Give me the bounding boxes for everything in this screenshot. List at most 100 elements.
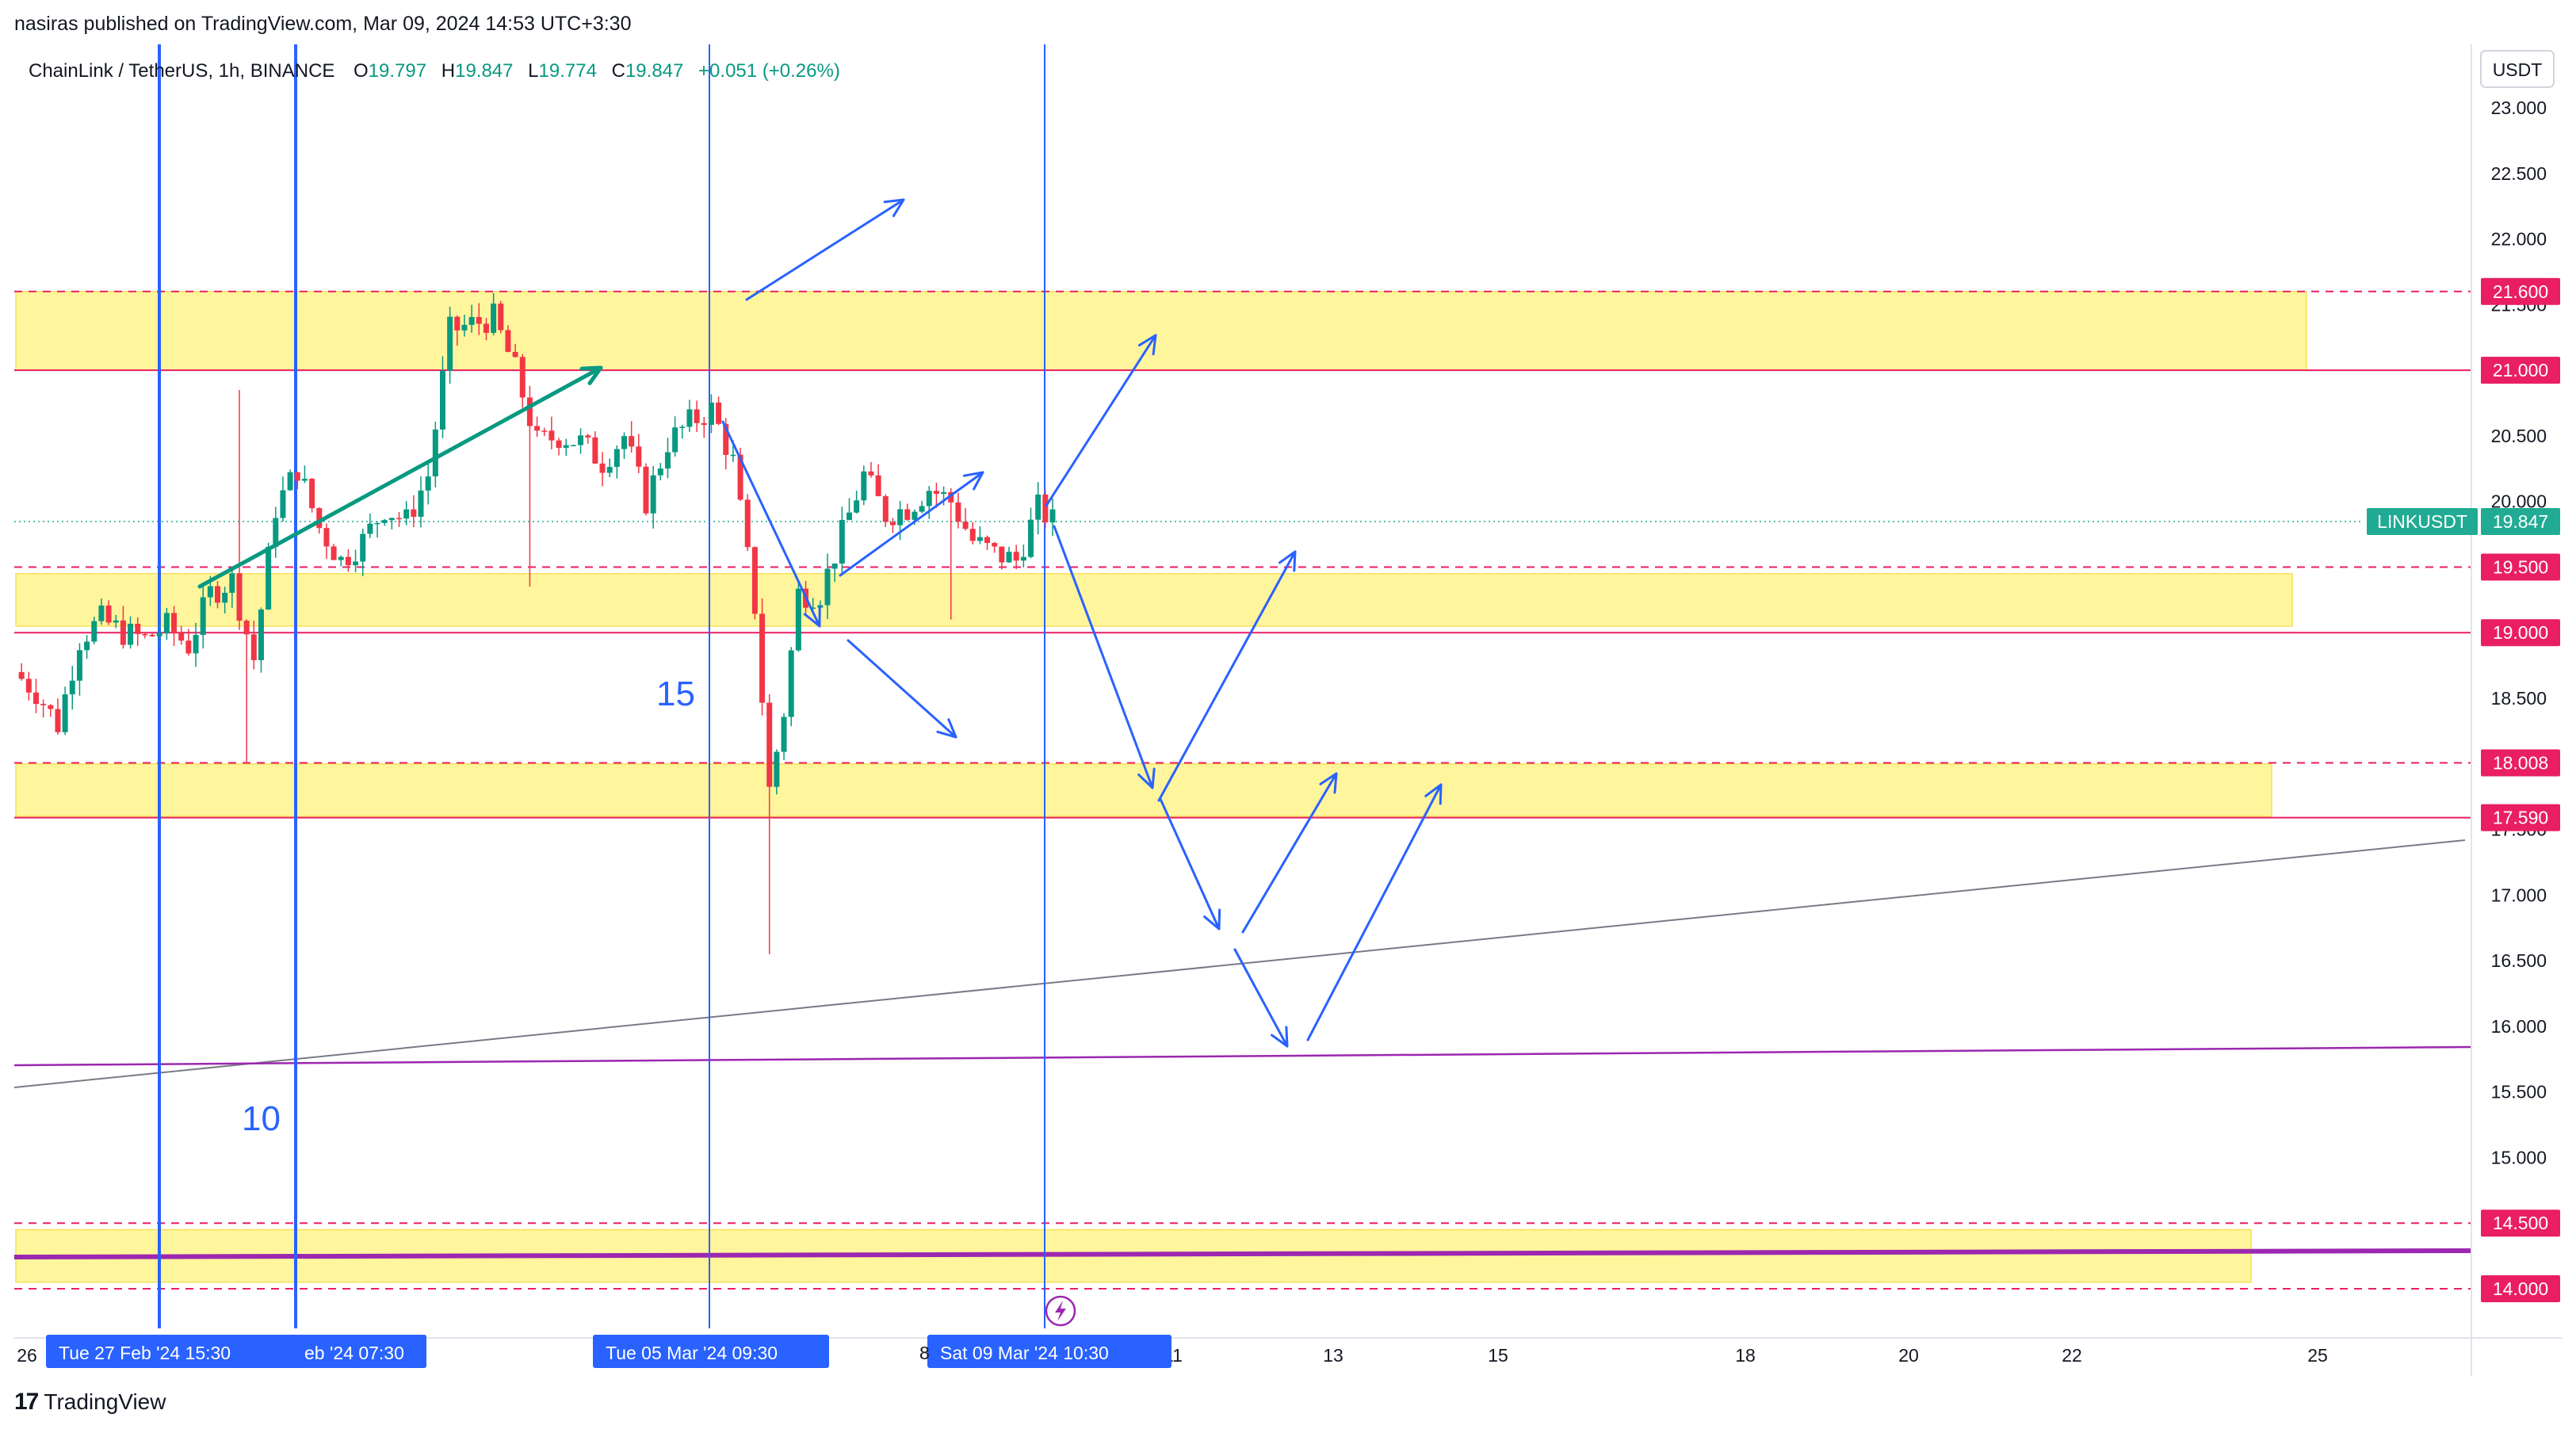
time-tick-25: 25: [2307, 1345, 2328, 1366]
arrow-down-right[interactable]: [847, 639, 957, 739]
chart-annotations: 15 10: [242, 674, 695, 1138]
price-tick-label: 22.500: [2491, 163, 2547, 184]
arrow-down-18[interactable]: [1053, 525, 1156, 789]
candle-body: [679, 426, 686, 429]
candle-body: [84, 641, 90, 651]
candle-body: [643, 466, 649, 514]
candle: [388, 518, 395, 530]
candle-body: [280, 490, 286, 518]
arrow-up-resistance-segment: [1045, 334, 1157, 507]
purple-bold-line[interactable]: [14, 1248, 2472, 1259]
ohlc-open: 19.797: [369, 60, 426, 82]
candle-body: [889, 522, 896, 525]
candle: [331, 544, 337, 560]
arrow-up-18-b[interactable]: [1306, 783, 1443, 1041]
purple-trendline[interactable]: [14, 1045, 2472, 1067]
candle-body: [381, 520, 388, 523]
currency-label[interactable]: USDT: [2493, 59, 2543, 80]
time-highlight-bg-2: [593, 1335, 829, 1368]
candle-body: [1020, 556, 1026, 561]
candle-body: [933, 491, 939, 495]
candle: [403, 501, 410, 525]
price-label-bg: [2481, 357, 2560, 384]
candle: [941, 486, 947, 506]
candle-body: [403, 509, 410, 519]
candle-body: [120, 620, 126, 645]
candle: [396, 512, 403, 527]
candle: [541, 427, 548, 437]
arrow-up-18-a[interactable]: [1241, 772, 1338, 934]
arrow-rebound[interactable]: [839, 471, 984, 577]
candle: [904, 503, 911, 522]
candle: [156, 622, 162, 647]
ohlc-c-label: C: [612, 60, 625, 82]
candle-body: [592, 437, 598, 464]
candle-body: [425, 476, 431, 491]
candle: [556, 438, 562, 456]
candle: [483, 318, 489, 341]
chart-canvas[interactable]: 15 10 ChainLink / TetherUS, 1h, BINANCE …: [14, 44, 2562, 1376]
arrow-up-resistance[interactable]: [1045, 334, 1157, 507]
candle-body: [418, 490, 424, 518]
candle: [120, 606, 126, 649]
candle: [476, 303, 482, 335]
candle-body: [301, 479, 308, 481]
candle-body: [323, 528, 330, 547]
arrow-down-right-segment: [847, 639, 957, 739]
candle-body: [686, 409, 693, 427]
candle: [105, 600, 112, 625]
arrow-up-19-5[interactable]: [1157, 550, 1297, 802]
candle: [831, 563, 838, 583]
candle: [439, 356, 445, 438]
candle-body: [113, 620, 119, 623]
tradingview-logo[interactable]: 17 TradingView: [14, 1389, 166, 1416]
time-highlight-label-3: Sat 09 Mar '24 10:30: [940, 1343, 1109, 1363]
price-label-bg: [2481, 1209, 2560, 1237]
candle-body: [701, 422, 707, 425]
ohlc-l-label: L: [528, 60, 538, 82]
arrow-down-purple-segment: [1233, 948, 1289, 1048]
time-tick-20: 20: [1898, 1345, 1919, 1366]
time-highlight-label-2: Tue 05 Mar '24 09:30: [606, 1343, 778, 1363]
candle-body: [156, 632, 162, 636]
arrow-down-purple[interactable]: [1233, 948, 1289, 1048]
candle: [323, 523, 330, 560]
candle: [309, 478, 315, 513]
arrow-down-to-support[interactable]: [721, 420, 821, 628]
currency-button[interactable]: USDT: [2480, 50, 2555, 88]
last-price-symbol-bg: [2367, 507, 2478, 535]
candle-body: [751, 547, 758, 614]
candle-body: [984, 537, 991, 544]
candle-body: [629, 436, 635, 447]
gray-trendline[interactable]: [14, 839, 2466, 1088]
candle-body: [258, 609, 264, 660]
symbol-title: ChainLink / TetherUS, 1h, BINANCE: [29, 60, 334, 82]
candle: [657, 463, 663, 481]
candle-body: [861, 471, 867, 501]
candle-body: [149, 634, 155, 636]
candle-body: [1006, 552, 1012, 563]
candle: [69, 666, 75, 710]
replay-lightning-icon[interactable]: [1045, 1295, 1076, 1327]
candle: [48, 704, 54, 717]
arrow-rebound-segment: [839, 471, 984, 577]
candle-body: [613, 449, 620, 468]
candle-body: [468, 317, 475, 325]
candle: [461, 314, 468, 337]
candle-body: [774, 751, 780, 787]
candle: [643, 463, 649, 516]
candle: [113, 614, 119, 629]
price-tick-label: 22.000: [2491, 229, 2547, 250]
arrow-up-top[interactable]: [745, 198, 905, 301]
candle: [250, 621, 257, 670]
chart-frame[interactable]: 15 10 ChainLink / TetherUS, 1h, BINANCE …: [14, 44, 2562, 1376]
candle: [301, 465, 308, 483]
candle-body: [621, 436, 628, 449]
candle: [629, 421, 635, 453]
arrow-down-trendline[interactable]: [1159, 797, 1221, 930]
candle: [585, 434, 591, 444]
green-trend-arrow[interactable]: [197, 365, 603, 589]
ohlc-h-label: H: [441, 60, 455, 82]
candle: [222, 587, 228, 613]
candle-body: [919, 506, 925, 512]
